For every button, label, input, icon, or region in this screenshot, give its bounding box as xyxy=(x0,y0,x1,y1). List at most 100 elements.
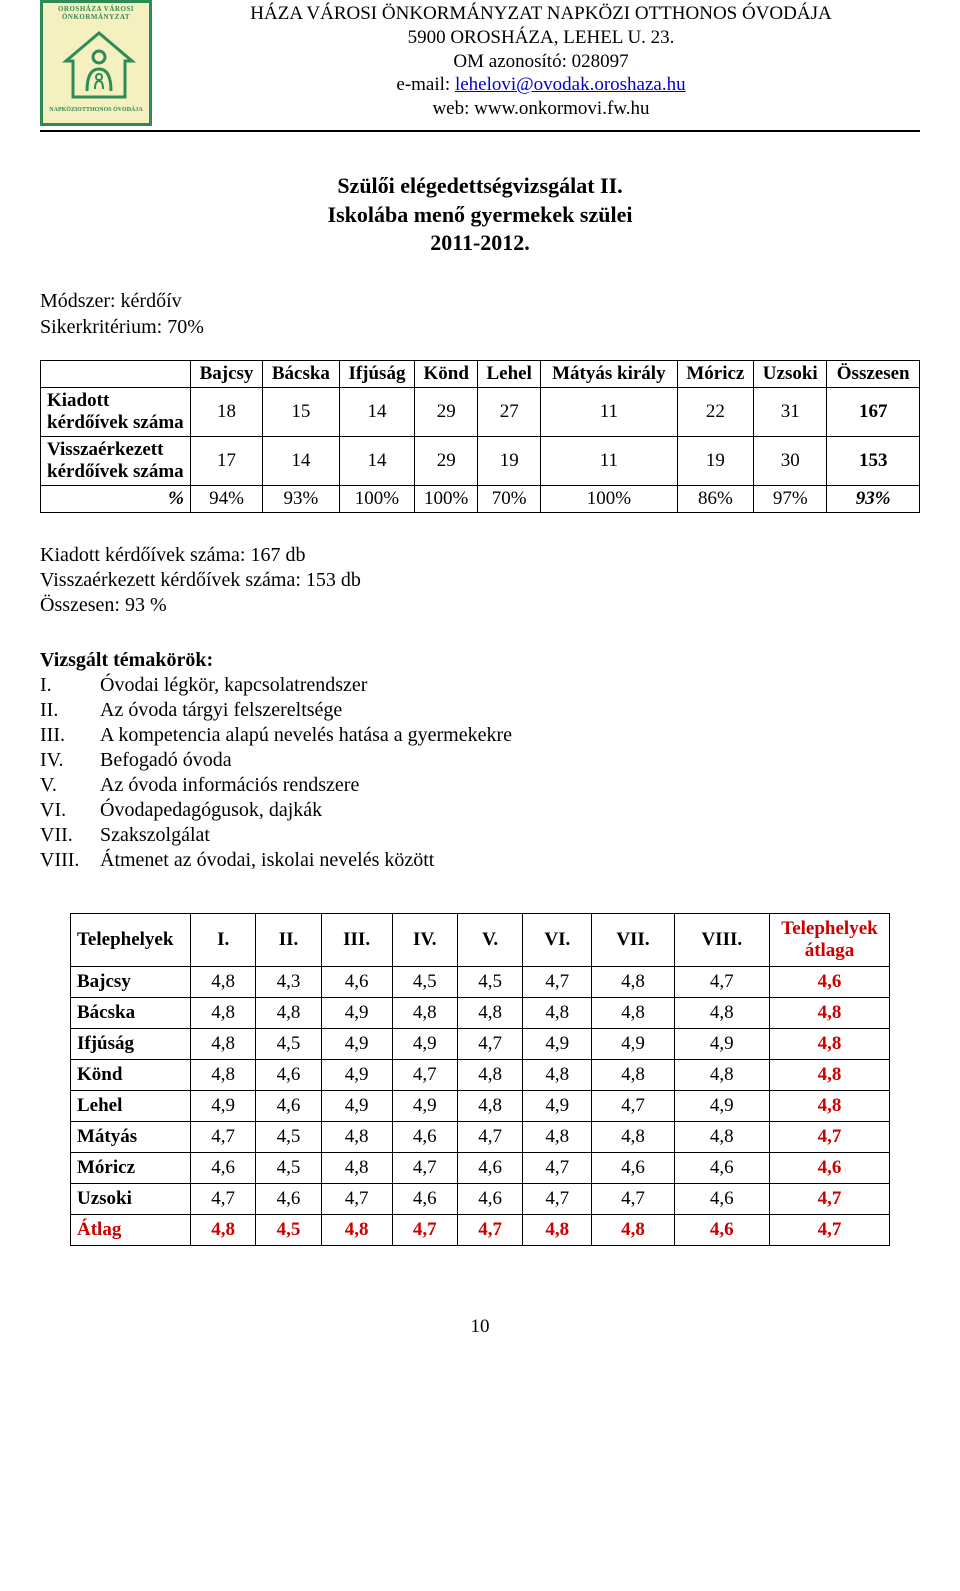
col-uzsoki: Uzsoki xyxy=(754,360,827,387)
cell: 4,8 xyxy=(674,1059,769,1090)
title-line3: 2011-2012. xyxy=(40,229,920,258)
row-percent: % 94% 93% 100% 100% 70% 100% 86% 97% 93% xyxy=(41,485,920,512)
cell: 4,9 xyxy=(392,1028,457,1059)
cell: 11 xyxy=(541,387,677,436)
cell: 4,6 xyxy=(457,1152,522,1183)
row1-label: Kiadott kérdőívek száma xyxy=(41,387,191,436)
cell: 4,9 xyxy=(321,997,392,1028)
avg-cell: 4,7 xyxy=(770,1214,890,1245)
cell: 4,7 xyxy=(523,1152,592,1183)
cell: 4,8 xyxy=(592,966,674,997)
email-link[interactable]: lehelovi@ovodak.oroshaza.hu xyxy=(455,74,686,95)
cell: 4,8 xyxy=(321,1121,392,1152)
head-c6: VI. xyxy=(523,913,592,966)
org-address: 5900 OROSHÁZA, LEHEL U. 23. xyxy=(162,26,920,50)
house-icon xyxy=(61,31,137,101)
cell: 19 xyxy=(677,436,754,485)
cell: 4,6 xyxy=(256,1090,321,1121)
topic-text: Szakszolgálat xyxy=(100,823,512,848)
cell: 4,7 xyxy=(321,1183,392,1214)
topic-text: Óvodai légkör, kapcsolatrendszer xyxy=(100,673,512,698)
blank-header xyxy=(41,360,191,387)
cell: 94% xyxy=(191,485,263,512)
avg-cell: 4,8 xyxy=(770,1059,890,1090)
web-link: www.onkormovi.fw.hu xyxy=(474,98,649,119)
topics-list: I.Óvodai légkör, kapcsolatrendszerII.Az … xyxy=(40,673,512,873)
cell: 4,8 xyxy=(256,997,321,1028)
title-line1: Szülői elégedettségvizsgálat II. xyxy=(40,172,920,201)
cell: 4,8 xyxy=(674,997,769,1028)
avg-cell: 4,6 xyxy=(770,966,890,997)
table-row: Mátyás4,74,54,84,64,74,84,84,84,7 xyxy=(71,1121,890,1152)
logo-bottom-text: NAPKÖZIOTTHONOS ÓVODÁJA xyxy=(45,107,147,121)
cell: 4,5 xyxy=(392,966,457,997)
head-site: Telephelyek xyxy=(71,913,191,966)
col-ifjusag: Ifjúság xyxy=(339,360,415,387)
cell: 100% xyxy=(339,485,415,512)
cell: 4,7 xyxy=(191,1183,256,1214)
avg-cell: 4,6 xyxy=(770,1152,890,1183)
summary-issued: Kiadott kérdőívek száma: 167 db xyxy=(40,543,920,568)
cell: 4,9 xyxy=(674,1028,769,1059)
cell: 4,8 xyxy=(321,1152,392,1183)
topic-row: VI.Óvodapedagógusok, dajkák xyxy=(40,798,512,823)
row2-label: Visszaérkezett kérdőívek száma xyxy=(41,436,191,485)
response-table: Bajcsy Bácska Ifjúság Könd Lehel Mátyás … xyxy=(40,360,920,513)
cell: 4,8 xyxy=(592,1214,674,1245)
site-cell: Lehel xyxy=(71,1090,191,1121)
cell: 86% xyxy=(677,485,754,512)
cell: 100% xyxy=(415,485,478,512)
logo-top-text: OROSHÁZA VÁROSI ÖNKORMÁNYZAT xyxy=(45,5,147,23)
org-name: HÁZA VÁROSI ÖNKORMÁNYZAT NAPKÖZI OTTHONO… xyxy=(162,2,920,26)
cell: 19 xyxy=(478,436,541,485)
topic-num: I. xyxy=(40,673,100,698)
cell: 4,8 xyxy=(592,1059,674,1090)
cell: 4,8 xyxy=(191,966,256,997)
cell: 30 xyxy=(754,436,827,485)
table-row: Uzsoki4,74,64,74,64,64,74,74,64,7 xyxy=(71,1183,890,1214)
head-c5: V. xyxy=(457,913,522,966)
col-bacska: Bácska xyxy=(263,360,340,387)
cell: 97% xyxy=(754,485,827,512)
cell: 4,9 xyxy=(592,1028,674,1059)
summary-block: Kiadott kérdőívek száma: 167 db Visszaér… xyxy=(40,543,920,618)
cell: 4,8 xyxy=(457,1090,522,1121)
topic-row: III.A kompetencia alapú nevelés hatása a… xyxy=(40,723,512,748)
cell: 70% xyxy=(478,485,541,512)
head-c3: III. xyxy=(321,913,392,966)
cell: 4,7 xyxy=(592,1090,674,1121)
web-line: web: www.onkormovi.fw.hu xyxy=(162,97,920,121)
cell: 4,8 xyxy=(457,997,522,1028)
site-cell: Bácska xyxy=(71,997,191,1028)
cell: 4,7 xyxy=(457,1121,522,1152)
cell: 29 xyxy=(415,436,478,485)
avg-cell: 4,8 xyxy=(770,1028,890,1059)
site-cell: Móricz xyxy=(71,1152,191,1183)
col-moricz: Móricz xyxy=(677,360,754,387)
table-row: Móricz4,64,54,84,74,64,74,64,64,6 xyxy=(71,1152,890,1183)
cell: 4,5 xyxy=(256,1214,321,1245)
cell: 4,6 xyxy=(256,1183,321,1214)
cell: 4,8 xyxy=(523,997,592,1028)
cell: 4,5 xyxy=(457,966,522,997)
cell: 22 xyxy=(677,387,754,436)
head-c2: II. xyxy=(256,913,321,966)
site-cell: Átlag xyxy=(71,1214,191,1245)
email-prefix: e-mail: xyxy=(396,74,455,95)
cell: 4,6 xyxy=(674,1183,769,1214)
site-cell: Uzsoki xyxy=(71,1183,191,1214)
cell: 4,8 xyxy=(191,997,256,1028)
cell: 4,6 xyxy=(674,1214,769,1245)
topic-text: Óvodapedagógusok, dajkák xyxy=(100,798,512,823)
logo: OROSHÁZA VÁROSI ÖNKORMÁNYZAT NAPKÖZIOTTH… xyxy=(40,0,152,126)
topic-num: VIII. xyxy=(40,848,100,873)
head-c4: IV. xyxy=(392,913,457,966)
topic-text: Az óvoda tárgyi felszereltsége xyxy=(100,698,512,723)
cell: 4,6 xyxy=(457,1183,522,1214)
cell: 4,8 xyxy=(191,1028,256,1059)
topics-heading: Vizsgált témakörök: xyxy=(40,648,920,673)
row3-label: % xyxy=(41,485,191,512)
cell: 4,6 xyxy=(592,1152,674,1183)
cell: 4,9 xyxy=(523,1090,592,1121)
avg-row: Átlag4,84,54,84,74,74,84,84,64,7 xyxy=(71,1214,890,1245)
